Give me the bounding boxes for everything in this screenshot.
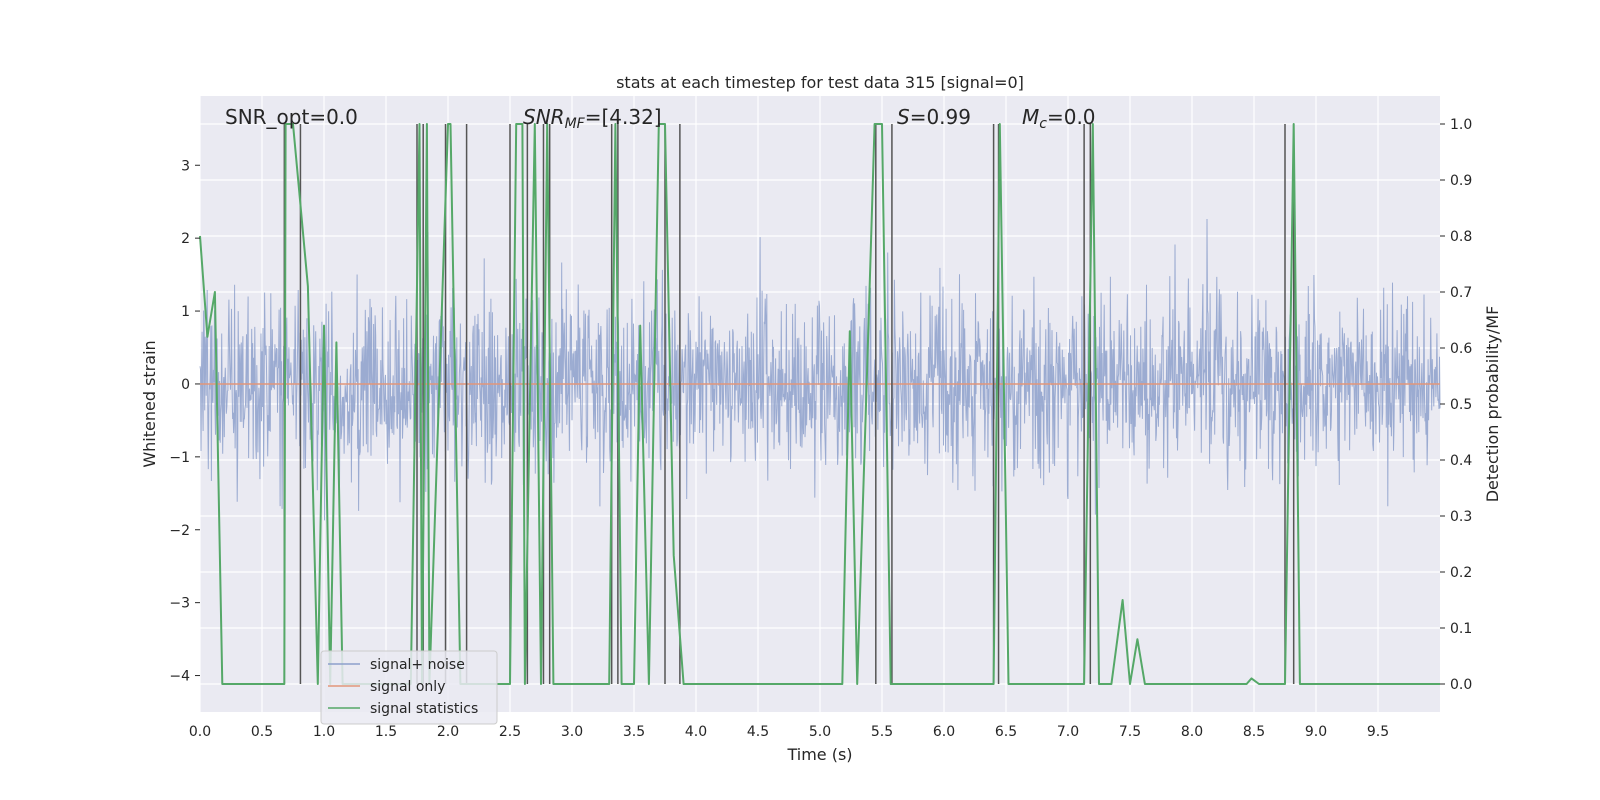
annotation-s-main: S <box>897 105 910 129</box>
y2-tick-label: 0.3 <box>1450 509 1472 525</box>
x-tick-label: 5.0 <box>809 724 831 740</box>
annotation-mc-value: =0.0 <box>1047 105 1096 129</box>
legend: signal+ noise signal only signal statist… <box>320 650 498 725</box>
y-tick-label: 0 <box>181 377 190 393</box>
annotation-snr-mf-value: =[4.32] <box>585 105 662 129</box>
x-tick-label: 0.0 <box>189 724 211 740</box>
legend-label-signal-noise: signal+ noise <box>370 657 465 673</box>
y2-tick-label: 0.8 <box>1450 229 1472 245</box>
y2-axis-label: Detection probability/MF <box>1483 306 1502 503</box>
y-axis-label: Whitened strain <box>140 340 159 467</box>
x-tick-label: 6.0 <box>933 724 955 740</box>
x-tick-label: 9.5 <box>1367 724 1389 740</box>
x-tick-label: 9.0 <box>1305 724 1327 740</box>
vertical-markers <box>283 124 1295 684</box>
annotation-mc-sub: c <box>1039 116 1047 132</box>
y2-tick-label: 0.1 <box>1450 621 1472 637</box>
x-axis-label: Time (s) <box>786 745 852 764</box>
annotation-s: S=0.99 <box>897 105 971 129</box>
signal-noise-line <box>199 218 1441 521</box>
x-tick-label: 0.5 <box>251 724 273 740</box>
legend-box <box>320 650 498 725</box>
x-tick-label: 4.0 <box>685 724 707 740</box>
signal-statistics-series <box>199 123 1440 685</box>
x-tick-label: 3.0 <box>561 724 583 740</box>
annotation-s-value: =0.99 <box>910 105 971 129</box>
y-tick-label: 1 <box>181 304 190 320</box>
y2-tick-label: 0.9 <box>1450 173 1472 189</box>
legend-label-signal-only: signal only <box>370 679 445 695</box>
x-tick-label: 1.5 <box>375 724 397 740</box>
signal-noise-series <box>199 218 1441 521</box>
y2-tick-label: 0.7 <box>1450 285 1472 301</box>
y2-axis-ticks: 0.0 0.1 0.2 0.3 0.4 0.5 0.6 0.7 0.8 0.9 1.0 <box>1440 117 1472 693</box>
annotation-mc: Mc=0.0 <box>1022 105 1096 132</box>
legend-label-signal-statistics: signal statistics <box>370 701 478 717</box>
chart-title: stats at each timestep for test data 315… <box>616 73 1024 92</box>
y-tick-label: 3 <box>181 158 190 174</box>
x-tick-label: 5.5 <box>871 724 893 740</box>
x-tick-label: 4.5 <box>747 724 769 740</box>
y2-tick-label: 0.5 <box>1450 397 1472 413</box>
y2-tick-label: 1.0 <box>1450 117 1472 133</box>
y-tick-label: −2 <box>169 523 190 539</box>
annotation-snr-mf-sub: MF <box>565 116 586 132</box>
x-tick-label: 6.5 <box>995 724 1017 740</box>
y2-tick-label: 0.0 <box>1450 677 1472 693</box>
y-tick-label: −1 <box>169 450 190 466</box>
x-tick-label: 2.0 <box>437 724 459 740</box>
annotation-mc-main: M <box>1022 105 1039 129</box>
annotation-snr-opt: SNR_opt=0.0 <box>225 105 358 129</box>
x-tick-label: 7.5 <box>1119 724 1141 740</box>
y-tick-label: −4 <box>169 669 190 685</box>
annotation-snr-mf-main: SNR <box>523 105 565 129</box>
x-tick-label: 8.0 <box>1181 724 1203 740</box>
annotation-snr-mf: SNRMF=[4.32] <box>523 105 662 132</box>
x-tick-label: 1.0 <box>313 724 335 740</box>
x-tick-label: 2.5 <box>499 724 521 740</box>
y-tick-label: −3 <box>169 596 190 612</box>
signal-statistics-line <box>199 123 1440 685</box>
x-axis-ticks: 0.0 0.5 1.0 1.5 2.0 2.5 3.0 3.5 4.0 4.5 5.0 5.5 6.0 6… <box>189 724 1389 740</box>
x-tick-label: 8.5 <box>1243 724 1265 740</box>
x-tick-label: 3.5 <box>623 724 645 740</box>
y2-tick-label: 0.2 <box>1450 565 1472 581</box>
y-axis-ticks: −4 −3 −2 −1 0 1 2 3 <box>169 158 200 685</box>
y-tick-label: 2 <box>181 231 190 247</box>
y2-tick-label: 0.4 <box>1450 453 1472 469</box>
y2-tick-label: 0.6 <box>1450 341 1472 357</box>
x-tick-label: 7.0 <box>1057 724 1079 740</box>
